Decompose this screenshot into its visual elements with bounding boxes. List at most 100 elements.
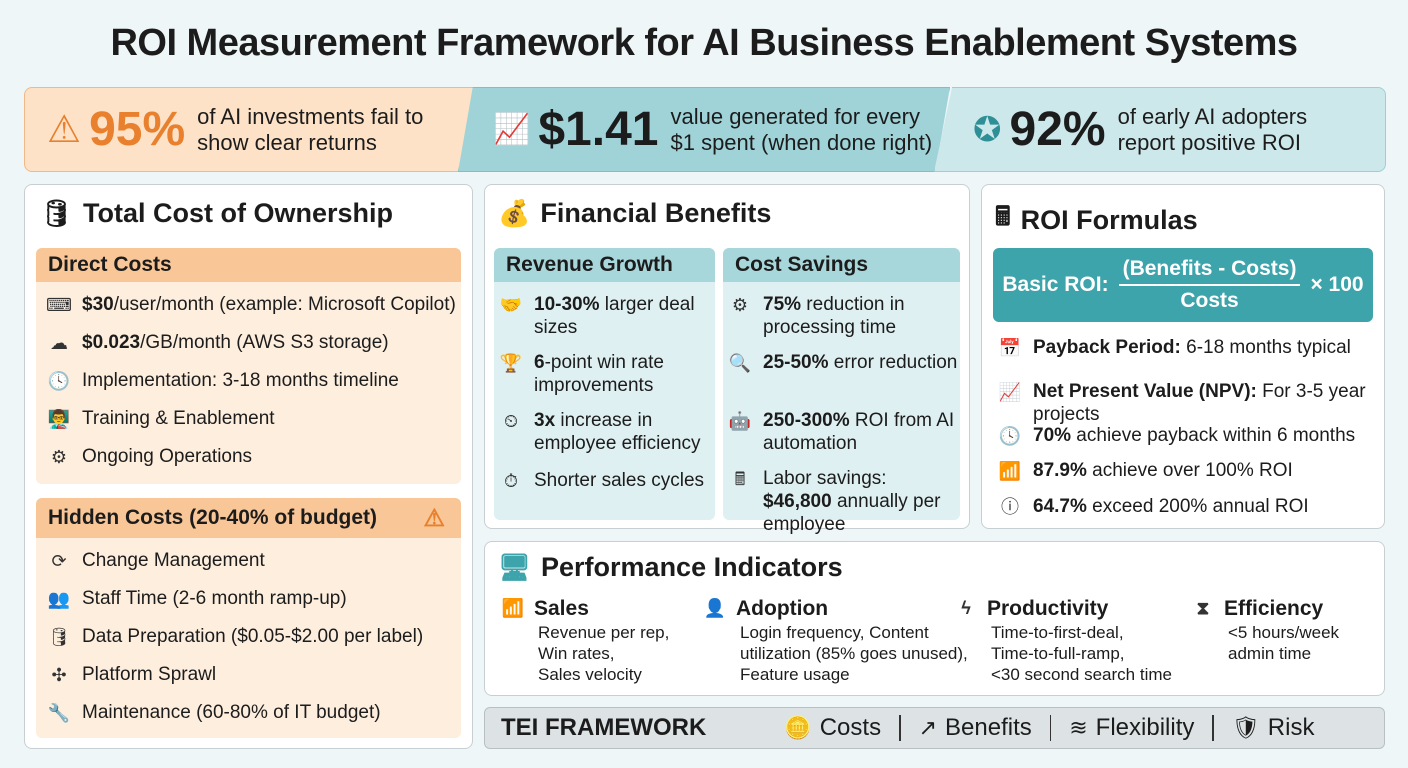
list-item: 👨‍🏫 Training & Enablement	[46, 407, 466, 431]
item-text-part: -point win rate improvements	[534, 352, 664, 396]
roi-formulas-card	[981, 184, 1385, 529]
hourglass-icon: ⧗	[1196, 597, 1210, 618]
tei-framework-bar: TEI FRAMEWORK 🪙 Costs ↗ Benefits ≋ Flexibilit…	[484, 707, 1385, 749]
performance-title: 🖥 Performance Indicators	[498, 552, 843, 583]
kpi-line: Time-to-full-ramp,	[991, 644, 1125, 663]
stat-banner-failure: ⚠ 95% of AI investments fail to show cle…	[24, 87, 476, 172]
item-text-part: Ongoing Operations	[82, 446, 253, 467]
list-item: 📈 Net Present Value (NPV): For 3-5 year p…	[997, 380, 1377, 426]
kpi-line: admin time	[1228, 644, 1312, 663]
list-item: 🤖 250-300% ROI from AI automation	[727, 409, 959, 455]
financial-title: 💰 Financial Benefits	[498, 198, 771, 229]
kpi-line: Feature usage	[740, 665, 850, 684]
stopwatch-icon: ⏱	[503, 470, 519, 491]
stat-text: of AI investments fail to show clear ret…	[197, 103, 424, 155]
direct-costs-header: Direct Costs	[36, 248, 461, 282]
badge-check-icon: ✪	[973, 110, 1002, 149]
clock-icon: 🕓	[998, 425, 1022, 446]
item-text: Ongoing Operations	[82, 445, 252, 468]
team-icon: 👥	[47, 588, 71, 609]
stat-value: 95%	[89, 103, 186, 156]
item-text-part: error reduction	[828, 352, 958, 373]
list-item: ⌨ $30/user/month (example: Microsoft Copi…	[46, 293, 466, 317]
item-bold: 250-300%	[763, 410, 850, 431]
kpi-title: Productivity	[987, 596, 1109, 620]
money-bag-icon: 💰	[498, 198, 531, 228]
list-item: 🔧 Maintenance (60-80% of IT budget)	[46, 701, 466, 725]
revenue-growth-box	[494, 248, 715, 520]
item-text-part: Staff Time (2-6 month ramp-up)	[82, 588, 347, 609]
divider	[1212, 715, 1214, 741]
cloud-icon: ☁	[50, 332, 68, 353]
bar-chart-icon: 📶	[501, 597, 525, 618]
roi-title: 🖩 ROI Formulas	[995, 198, 1198, 242]
tei-item-benefits: ↗ Benefits	[919, 714, 1032, 742]
hidden-costs-title: Hidden Costs (20-40% of budget)	[48, 506, 378, 529]
item-bold: 25-50%	[763, 352, 829, 373]
coins-icon: 🪙	[784, 715, 812, 740]
item-text: Data Preparation ($0.05-$2.00 per label)	[82, 625, 423, 648]
stat-banner-adopters: ✪ 92% of early AI adopters report positi…	[934, 87, 1386, 172]
item-text: Staff Time (2-6 month ramp-up)	[82, 587, 347, 610]
wrench-icon: 🔧	[47, 702, 71, 723]
database-icon: 🛢	[47, 626, 71, 647]
user-icon: 👤	[703, 597, 727, 618]
kpi-productivity: ϟ Productivity Time-to-first-deal, Time-to-…	[953, 596, 1172, 685]
list-item: ☁ $0.023/GB/month (AWS S3 storage)	[46, 331, 466, 355]
item-text: Training & Enablement	[82, 407, 275, 430]
line-chart-icon: 📈	[998, 381, 1022, 402]
item-text-part: Labor savings:	[763, 468, 887, 489]
speedometer-icon: ⏲	[503, 410, 519, 431]
list-item: 🏆 6-point win rate improvements	[498, 351, 710, 397]
list-item: ⚙ Ongoing Operations	[46, 445, 466, 469]
lightning-icon: ϟ	[961, 597, 971, 618]
shield-icon: 🛡	[1231, 715, 1260, 740]
tei-item-flexibility: ≋ Flexibility	[1069, 714, 1194, 742]
item-text-part: reduction in processing time	[763, 294, 905, 338]
item-text-part: Maintenance (60-80% of IT budget)	[82, 702, 381, 723]
item-text: 6-point win rate improvements	[534, 351, 710, 397]
item-text: $0.023/GB/month (AWS S3 storage)	[82, 331, 389, 354]
warning-icon: ⚠	[423, 504, 445, 532]
item-text: Shorter sales cycles	[534, 469, 704, 492]
kpi-line: Revenue per rep,	[538, 623, 670, 642]
alert-circle-icon: ⓘ	[1001, 496, 1019, 517]
item-text: Implementation: 3-18 months timeline	[82, 369, 399, 392]
magnifier-icon: 🔍	[728, 352, 752, 373]
calendar-icon: 📅	[998, 337, 1022, 358]
item-text: 75% reduction in processing time	[763, 293, 959, 339]
tei-item-label: Benefits	[945, 714, 1032, 741]
robot-icon: 🤖	[728, 410, 752, 431]
kpi-line: Time-to-first-deal,	[991, 623, 1124, 642]
trophy-icon: 🏆	[499, 352, 523, 373]
formula-denominator: Costs	[1180, 289, 1239, 312]
tei-label: TEI FRAMEWORK	[501, 714, 707, 741]
kpi-title: Adoption	[736, 596, 829, 620]
bar-chart-icon: 📶	[998, 460, 1022, 481]
list-item: 🕓 70% achieve payback within 6 months	[997, 424, 1377, 448]
item-bold: $0.023	[82, 332, 141, 353]
item-text-part: Shorter sales cycles	[534, 470, 705, 491]
item-text-part: ROI from AI automation	[763, 410, 955, 454]
item-bold: Payback Period:	[1033, 337, 1181, 358]
cost-savings-box	[723, 248, 960, 520]
trend-up-icon: ↗	[918, 715, 938, 740]
performance-title-text: Performance Indicators	[541, 552, 843, 582]
list-item: ⏲ 3x increase in employee efficiency	[498, 409, 710, 455]
list-item: ⟳ Change Management	[46, 549, 466, 573]
kpi-line: <30 second search time	[991, 665, 1172, 684]
list-item: 🔍 25-50% error reduction	[727, 351, 959, 375]
growth-chart-icon: 📈	[493, 113, 531, 146]
clock-icon: 🕓	[47, 370, 71, 391]
item-text-part: achieve over 100% ROI	[1086, 460, 1293, 481]
item-text: 64.7% exceed 200% annual ROI	[1033, 495, 1309, 518]
formula-numerator: (Benefits - Costs)	[1118, 257, 1301, 286]
tco-title: 🛢 Total Cost of Ownership	[40, 198, 393, 229]
stat-text: value generated for every $1 spent (when…	[670, 103, 933, 155]
item-text-part: Platform Sprawl	[82, 664, 217, 685]
item-bold: $46,800	[763, 491, 832, 512]
tei-item-risk: 🛡 Risk	[1232, 714, 1315, 742]
tei-item-label: Risk	[1267, 714, 1315, 741]
tei-item-label: Costs	[819, 714, 882, 741]
item-text-part: increase in employee efficiency	[534, 410, 701, 454]
